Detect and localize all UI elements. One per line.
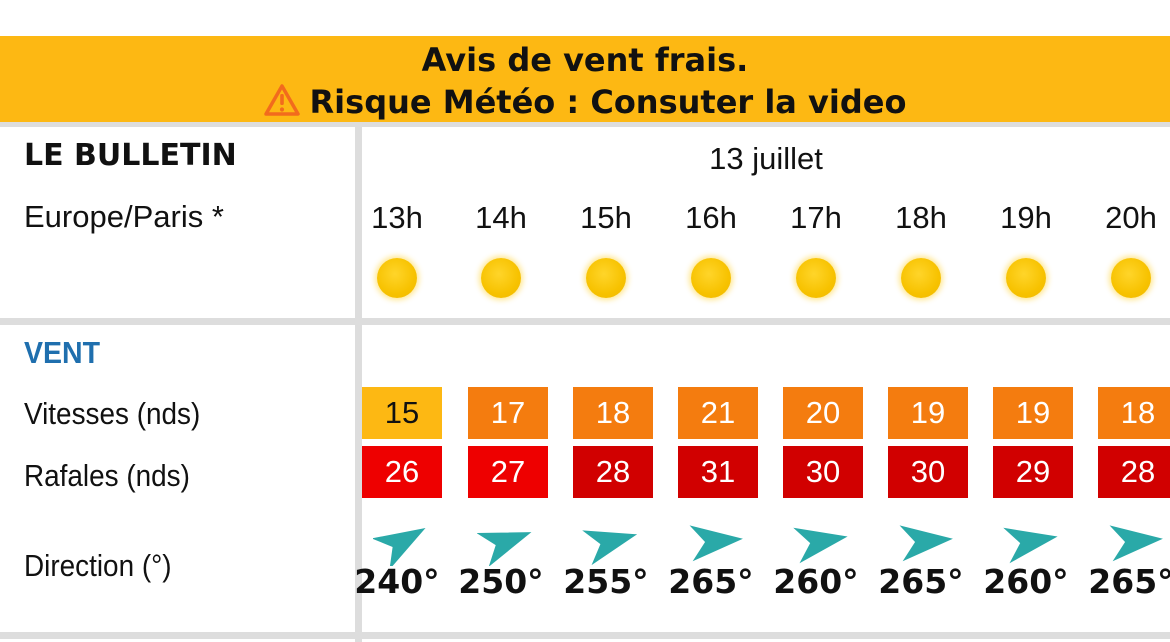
divider-middle — [0, 318, 1170, 325]
weather-alert-banner[interactable]: Avis de vent frais. Risque Météo : Consu… — [0, 36, 1170, 122]
wind-gust-cell[interactable]: 30 — [888, 446, 968, 498]
hour-label: 17h — [790, 200, 842, 235]
wind-speed-cell[interactable]: 21 — [678, 387, 758, 439]
sun-icon — [377, 258, 417, 298]
wind-gust-cell[interactable]: 31 — [678, 446, 758, 498]
wind-direction-arrow-icon — [477, 532, 532, 566]
forecast-date: 13 juillet — [709, 141, 823, 176]
wind-speed-cell[interactable]: 18 — [1098, 387, 1170, 439]
wind-direction-label: Direction (°) — [24, 548, 172, 583]
sun-icon — [586, 258, 626, 298]
wind-direction-value: 255° — [563, 562, 649, 601]
sun-icon — [1006, 258, 1046, 298]
hour-label: 15h — [580, 200, 632, 235]
timezone-label[interactable]: Europe/Paris * — [24, 199, 224, 234]
wind-direction-arrow-icon — [793, 527, 848, 564]
wind-direction-arrow-icon — [373, 528, 426, 566]
hour-label: 16h — [685, 200, 737, 235]
sun-icon — [901, 258, 941, 298]
wind-direction-arrow-icon — [899, 525, 953, 562]
wind-gust-cell[interactable]: 29 — [993, 446, 1073, 498]
sun-icon — [691, 258, 731, 298]
wind-gust-cell[interactable]: 27 — [468, 446, 548, 498]
wind-speed-cell[interactable]: 20 — [783, 387, 863, 439]
column-divider — [355, 126, 362, 642]
sun-icon — [796, 258, 836, 298]
wind-speed-cell[interactable]: 19 — [993, 387, 1073, 439]
hour-label: 13h — [371, 200, 423, 235]
wind-direction-arrow-icon — [582, 530, 638, 566]
wind-direction-value: 240° — [354, 562, 440, 601]
alert-title: Avis de vent frais. — [421, 41, 749, 79]
hour-label: 18h — [895, 200, 947, 235]
wind-speed-cell[interactable]: 18 — [573, 387, 653, 439]
wind-direction-value: 265° — [878, 562, 964, 601]
wind-speed-cell[interactable]: 15 — [362, 387, 442, 439]
divider-top — [0, 122, 1170, 127]
wind-speed-cell[interactable]: 17 — [468, 387, 548, 439]
divider-bottom — [0, 632, 1170, 639]
wind-direction-arrow-icon — [1109, 525, 1163, 562]
hour-label: 14h — [475, 200, 527, 235]
wind-direction-arrow-icon — [1003, 527, 1058, 564]
wind-gust-cell[interactable]: 28 — [1098, 446, 1170, 498]
wind-gust-cell[interactable]: 28 — [573, 446, 653, 498]
hour-label: 19h — [1000, 200, 1052, 235]
wind-direction-value: 260° — [983, 562, 1069, 601]
alert-video-text: Risque Météo : Consuter la video — [309, 83, 907, 121]
sun-icon — [1111, 258, 1151, 298]
alert-video-link[interactable]: Risque Météo : Consuter la video — [0, 82, 1170, 126]
warning-triangle-icon — [263, 83, 300, 126]
hour-label: 20h — [1105, 200, 1157, 235]
wind-gust-label: Rafales (nds) — [24, 458, 190, 493]
wind-gust-cell[interactable]: 26 — [362, 446, 442, 498]
wind-direction-value: 265° — [1088, 562, 1170, 601]
wind-gust-cell[interactable]: 30 — [783, 446, 863, 498]
wind-section-title: VENT — [24, 335, 101, 370]
wind-direction-value: 260° — [773, 562, 859, 601]
wind-direction-value: 250° — [458, 562, 544, 601]
bulletin-title: LE BULLETIN — [24, 138, 237, 173]
wind-speed-label: Vitesses (nds) — [24, 396, 201, 431]
sun-icon — [481, 258, 521, 298]
wind-direction-arrow-icon — [689, 525, 743, 562]
wind-speed-cell[interactable]: 19 — [888, 387, 968, 439]
wind-direction-value: 265° — [668, 562, 754, 601]
